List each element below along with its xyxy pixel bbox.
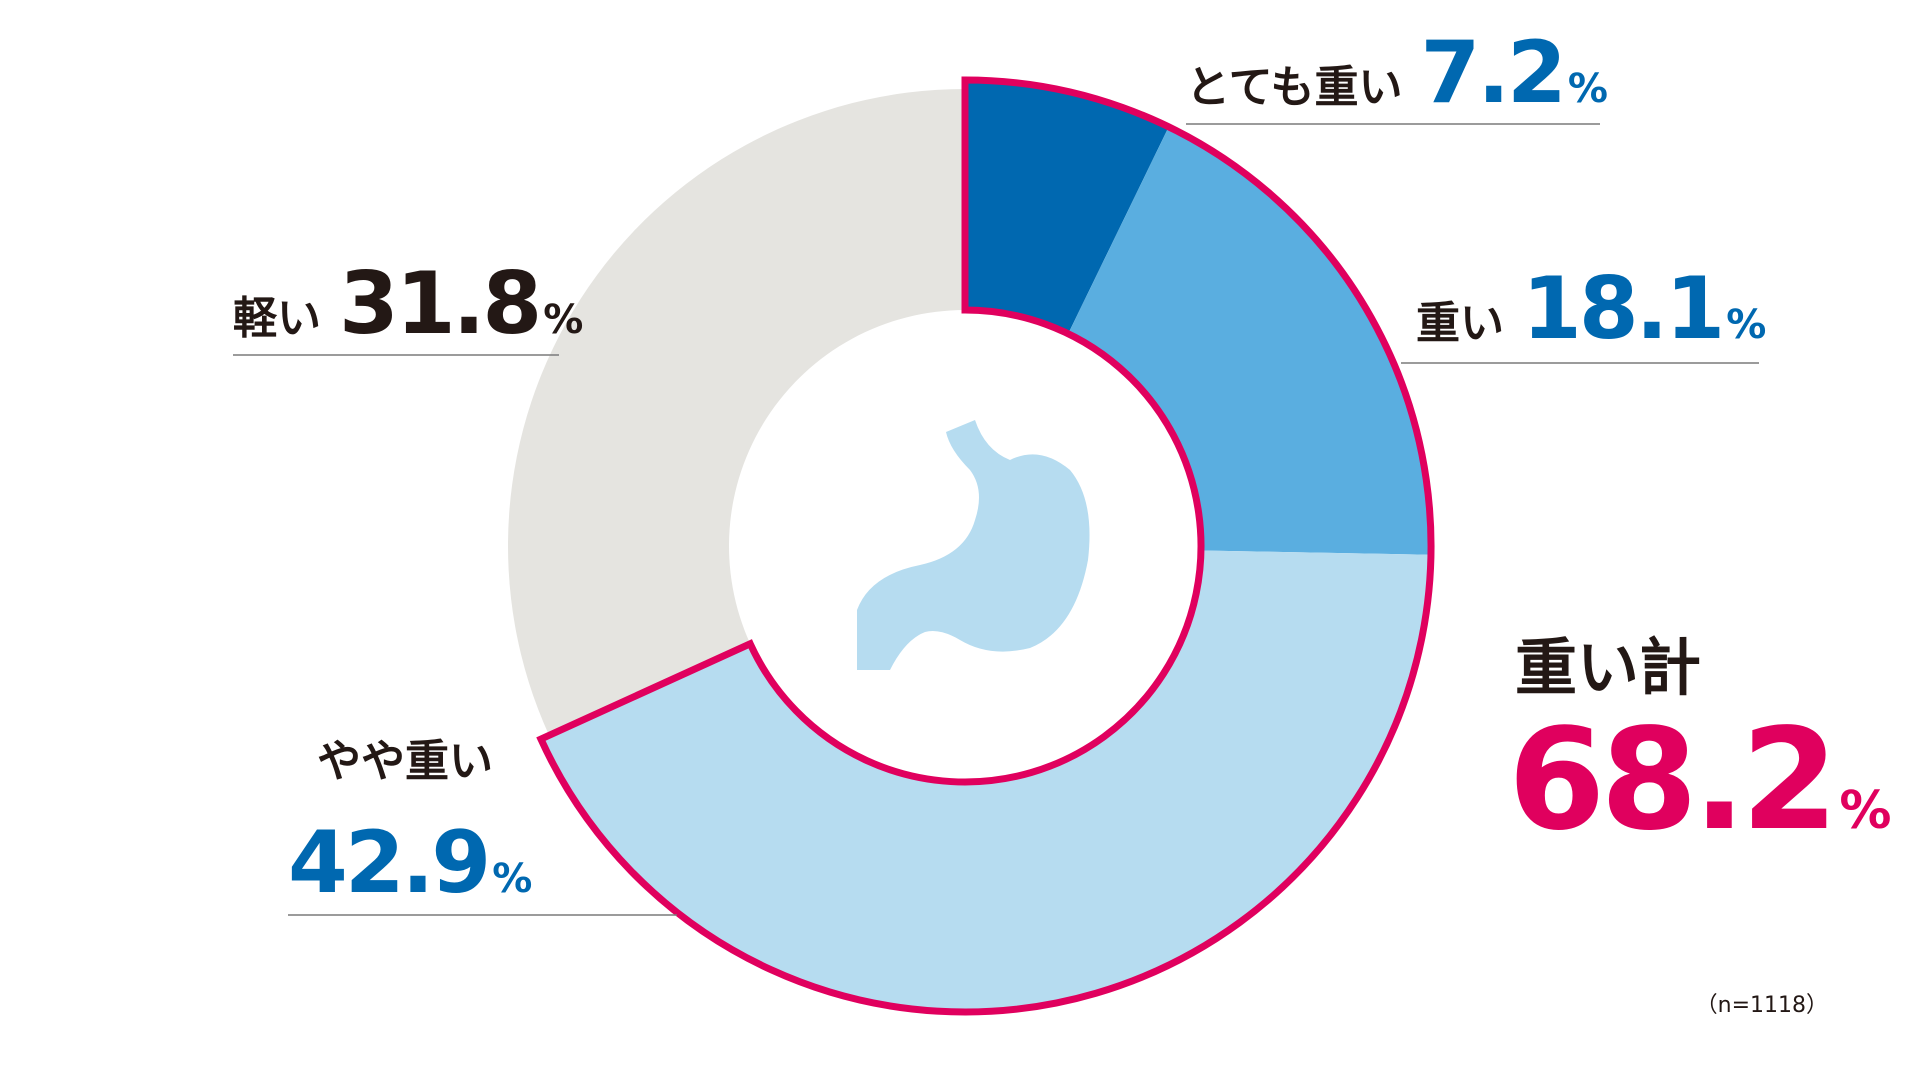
- slice-label: 軽い 31.8%: [233, 254, 583, 354]
- highlight-outline: [536, 76, 1435, 1016]
- value-label: 7.2: [1420, 23, 1563, 123]
- total-label: 重い計: [1515, 631, 1701, 704]
- donut-slice: [507, 89, 965, 736]
- slice-value: 42.9%: [288, 813, 532, 913]
- value-label: 31.8: [339, 254, 539, 354]
- category-label: 重い: [1416, 298, 1504, 349]
- unit-label: %: [1568, 66, 1608, 112]
- unit-label: %: [543, 297, 583, 343]
- donut: [507, 76, 1435, 1016]
- category-label: 軽い: [233, 293, 321, 344]
- value-label: 42.9: [288, 813, 488, 913]
- total-number: 68.2: [1508, 699, 1833, 862]
- category-label: やや重い: [317, 736, 493, 787]
- slice-label: 重い 18.1%: [1416, 259, 1766, 359]
- unit-label: %: [492, 856, 532, 902]
- donut-slice: [1068, 126, 1431, 555]
- total-unit: %: [1839, 781, 1891, 841]
- slice-label: とても重い 7.2%: [1186, 23, 1608, 123]
- note: （n=1118）: [1696, 993, 1828, 1018]
- unit-label: %: [1726, 302, 1766, 348]
- value-label: 18.1: [1522, 259, 1722, 359]
- stomach-icon: [857, 420, 1090, 670]
- category-label: とても重い: [1186, 62, 1402, 113]
- total-value: 68.2%: [1508, 699, 1892, 862]
- slice-label: やや重い: [317, 736, 493, 787]
- donut-slice: [965, 80, 1169, 334]
